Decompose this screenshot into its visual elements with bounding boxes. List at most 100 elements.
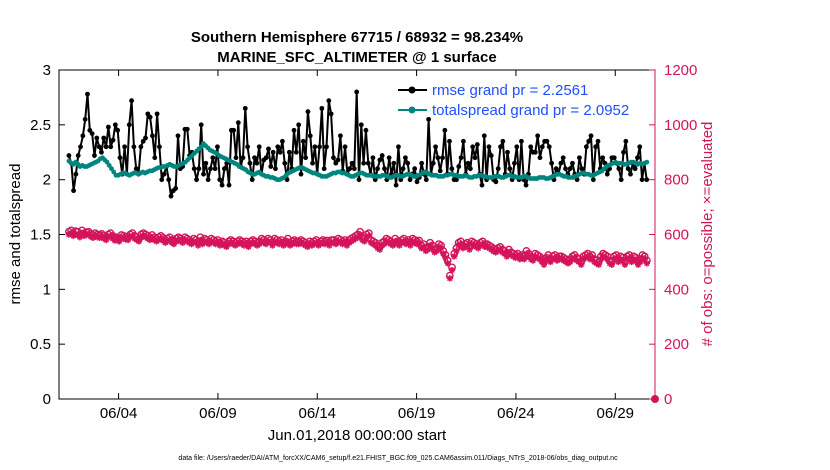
- rmse-point: [644, 177, 650, 183]
- rmse-point: [105, 124, 111, 130]
- rmse-point: [544, 138, 550, 144]
- x-tick-label: 06/19: [398, 405, 436, 422]
- obs-evaluated-point: [444, 260, 451, 267]
- obs-evaluated-point: [577, 261, 585, 268]
- rmse-point: [110, 137, 116, 143]
- obs-evaluated-point: [365, 232, 373, 240]
- rmse-point: [296, 122, 302, 128]
- rmse-point: [277, 149, 283, 155]
- rmse-point: [92, 153, 97, 158]
- rmse-point: [588, 133, 594, 139]
- rmse-point: [168, 193, 174, 199]
- rmse-point: [621, 149, 626, 155]
- rmse-point: [447, 138, 452, 144]
- rmse-point: [442, 127, 448, 133]
- rmse-point: [354, 89, 360, 95]
- rmse-point: [275, 144, 281, 150]
- rmse-point: [539, 144, 545, 150]
- rmse-point: [286, 149, 292, 155]
- rmse-point: [247, 160, 253, 166]
- rmse-point: [196, 166, 202, 172]
- obs-evaluated-point: [521, 255, 528, 263]
- rmse-point: [430, 160, 436, 166]
- rmse-point: [365, 160, 371, 166]
- rmse-point: [222, 166, 227, 172]
- legend-spread-marker: [408, 106, 416, 114]
- rmse-point: [82, 116, 88, 122]
- y-right-tick-label: 1200: [664, 62, 697, 79]
- obs-evaluated-point: [621, 261, 629, 268]
- rmse-point: [273, 166, 278, 172]
- rmse-point: [143, 135, 148, 141]
- rmse-point: [514, 144, 520, 150]
- legend-rmse-marker: [408, 86, 416, 94]
- y-left-tick-label: 2.5: [30, 117, 51, 134]
- rmse-point: [461, 138, 466, 144]
- rmse-point: [400, 166, 406, 172]
- rmse-point: [414, 179, 420, 185]
- chart-title: Southern Hemisphere 67715 / 68932 = 98.2…: [191, 29, 523, 46]
- rmse-point: [375, 166, 380, 172]
- x-tick-label: 06/09: [199, 405, 237, 422]
- rmse-point: [623, 138, 629, 144]
- rmse-point: [528, 144, 534, 150]
- series-totalspread grand pr = 2.0952: [66, 141, 650, 183]
- obs-evaluated-point: [457, 240, 464, 248]
- obs-evaluated-point: [442, 254, 449, 262]
- rmse-point: [363, 127, 369, 133]
- y-left-tick-label: 1: [43, 281, 51, 298]
- rmse-point: [590, 177, 596, 183]
- series-evaluated: [65, 229, 651, 282]
- rmse-point: [512, 160, 517, 166]
- rmse-point: [235, 120, 241, 126]
- rmse-point: [458, 155, 464, 161]
- rmse-point: [191, 166, 197, 172]
- rmse-point: [423, 177, 429, 183]
- rmse-point: [89, 131, 95, 137]
- rmse-point: [324, 144, 329, 150]
- rmse-point: [456, 164, 462, 169]
- rmse-point: [85, 91, 90, 97]
- rmse-point: [600, 155, 606, 161]
- rmse-point: [632, 166, 638, 172]
- rmse-point: [618, 177, 624, 183]
- rmse-point: [161, 171, 167, 177]
- y-right-tick-label: 400: [664, 281, 689, 298]
- rmse-point: [96, 144, 102, 150]
- rmse-point: [505, 149, 510, 155]
- legend-spread-label: totalspread grand pr = 2.0952: [432, 102, 629, 119]
- rmse-point: [245, 144, 251, 150]
- y-left-tick-label: 2: [43, 172, 51, 189]
- rmse-point: [326, 98, 332, 104]
- rmse-point: [370, 155, 376, 161]
- rmse-point: [435, 155, 441, 161]
- obs-evaluated-point: [446, 275, 454, 282]
- rmse-point: [319, 105, 325, 111]
- y-right-tick-label: 800: [664, 172, 689, 189]
- obs-evaluated-point: [356, 231, 364, 238]
- rmse-point: [593, 144, 599, 150]
- rmse-point: [242, 105, 248, 111]
- rmse-point: [570, 160, 575, 166]
- rmse-point: [217, 177, 223, 183]
- obs-evaluated-point: [466, 246, 473, 253]
- rmse-point: [184, 126, 190, 132]
- rmse-point: [263, 155, 269, 161]
- rmse-point: [449, 166, 455, 172]
- rmse-point: [108, 144, 114, 150]
- rmse-point: [270, 149, 276, 155]
- rmse-point: [500, 138, 506, 144]
- rmse-point: [486, 144, 492, 150]
- plot-area: [65, 89, 659, 403]
- obs-evaluated-point: [595, 261, 602, 268]
- rmse-point: [437, 168, 443, 174]
- rmse-point: [66, 153, 72, 158]
- rmse-point: [419, 160, 425, 166]
- rmse-point: [298, 171, 304, 177]
- rmse-point: [426, 116, 431, 122]
- rmse-point: [560, 155, 566, 161]
- rmse-point: [305, 109, 311, 115]
- rmse-point: [166, 177, 172, 183]
- legend-rmse-label: rmse grand pr = 2.2561: [432, 82, 588, 99]
